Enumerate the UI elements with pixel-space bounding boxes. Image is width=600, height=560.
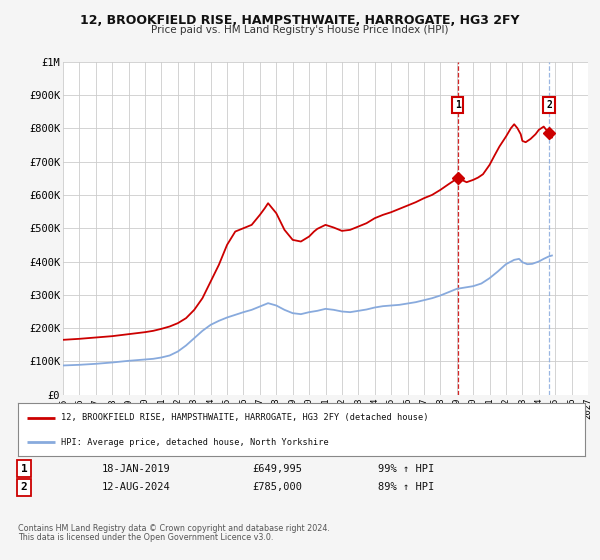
Text: 2: 2 — [20, 482, 28, 492]
Text: £649,995: £649,995 — [252, 464, 302, 474]
Text: £785,000: £785,000 — [252, 482, 302, 492]
Text: 89% ↑ HPI: 89% ↑ HPI — [378, 482, 434, 492]
Text: Price paid vs. HM Land Registry's House Price Index (HPI): Price paid vs. HM Land Registry's House … — [151, 25, 449, 35]
Text: 12-AUG-2024: 12-AUG-2024 — [102, 482, 171, 492]
Text: Contains HM Land Registry data © Crown copyright and database right 2024.: Contains HM Land Registry data © Crown c… — [18, 524, 330, 533]
Text: 99% ↑ HPI: 99% ↑ HPI — [378, 464, 434, 474]
Text: 12, BROOKFIELD RISE, HAMPSTHWAITE, HARROGATE, HG3 2FY: 12, BROOKFIELD RISE, HAMPSTHWAITE, HARRO… — [80, 14, 520, 27]
Text: HPI: Average price, detached house, North Yorkshire: HPI: Average price, detached house, Nort… — [61, 437, 328, 446]
Text: 2: 2 — [546, 100, 552, 110]
Text: 1: 1 — [455, 100, 461, 110]
Text: 12, BROOKFIELD RISE, HAMPSTHWAITE, HARROGATE, HG3 2FY (detached house): 12, BROOKFIELD RISE, HAMPSTHWAITE, HARRO… — [61, 413, 428, 422]
Text: This data is licensed under the Open Government Licence v3.0.: This data is licensed under the Open Gov… — [18, 533, 274, 542]
Text: 1: 1 — [20, 464, 28, 474]
Text: 18-JAN-2019: 18-JAN-2019 — [102, 464, 171, 474]
